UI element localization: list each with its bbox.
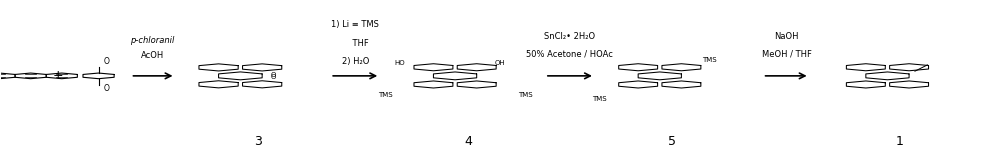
- Text: 4: 4: [464, 135, 472, 148]
- Text: 1: 1: [896, 135, 903, 148]
- Text: 1) Li ≡ TMS: 1) Li ≡ TMS: [331, 20, 379, 29]
- Text: +: +: [52, 69, 63, 82]
- Text: THF: THF: [342, 39, 369, 48]
- Text: TMS: TMS: [593, 96, 607, 102]
- Text: NaOH: NaOH: [774, 32, 799, 41]
- Text: TMS: TMS: [702, 57, 717, 63]
- Text: HO: HO: [395, 60, 405, 66]
- Text: O: O: [104, 84, 109, 93]
- Text: O: O: [104, 57, 109, 66]
- Text: TMS: TMS: [518, 92, 532, 98]
- Text: 2) H₂O: 2) H₂O: [342, 58, 369, 67]
- Text: p-chloranil: p-chloranil: [130, 36, 175, 45]
- Text: MeOH / THF: MeOH / THF: [762, 50, 812, 59]
- Text: 5: 5: [668, 135, 676, 148]
- Text: 50% Acetone / HOAc: 50% Acetone / HOAc: [526, 50, 613, 59]
- Text: O: O: [271, 74, 276, 80]
- Text: OH: OH: [495, 60, 506, 66]
- Text: AcOH: AcOH: [141, 51, 164, 60]
- Text: TMS: TMS: [378, 92, 392, 98]
- Text: 3: 3: [254, 135, 262, 148]
- Text: SnCl₂• 2H₂O: SnCl₂• 2H₂O: [544, 32, 595, 41]
- Text: O: O: [271, 72, 276, 78]
